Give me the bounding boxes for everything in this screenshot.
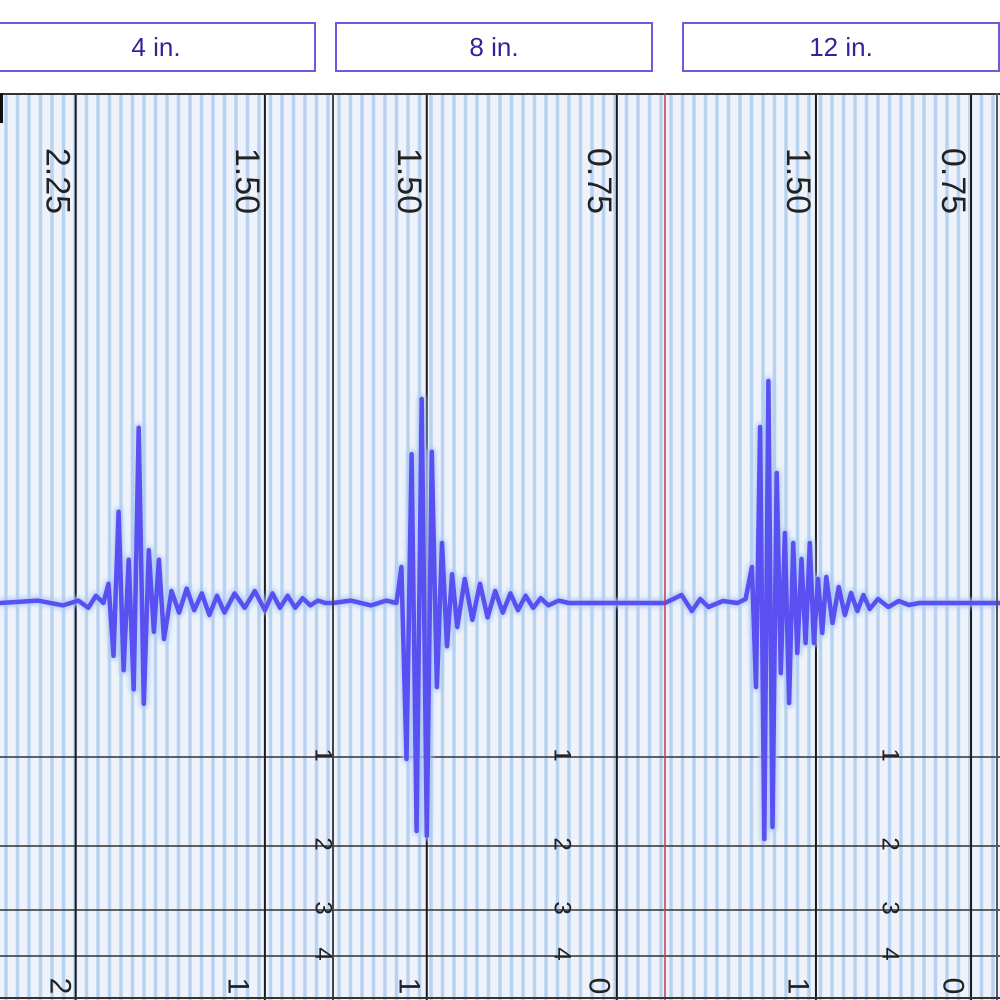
row-label: 2 <box>549 837 576 850</box>
time-tick-label: 1.50 <box>228 148 266 214</box>
row-label: 3 <box>549 901 576 914</box>
time-tick-label: 0.75 <box>934 148 972 214</box>
seismic-trace <box>662 378 1000 842</box>
bottom-label: 0 <box>582 978 615 995</box>
bottom-label: 1 <box>392 978 425 995</box>
tab-8-in[interactable]: 8 in. <box>335 22 653 72</box>
time-tick-label: 2.25 <box>39 148 77 214</box>
tab-4-in[interactable]: 4 in. <box>0 22 316 72</box>
time-tick-label: 0.75 <box>580 148 618 214</box>
seismograph-strips: 2.25 1.50 1 2 3 4 2 1 1.50 0.75 1 2 3 4 1 0 1.50 0.75 1 2 3 4… <box>0 93 1000 1000</box>
time-tick-label: 1.50 <box>390 148 428 214</box>
row-label: 2 <box>877 837 904 850</box>
row-label: 2 <box>310 837 337 850</box>
strip-panel-0: 2.25 1.50 1 2 3 4 2 1 <box>0 93 337 1000</box>
row-label: 4 <box>310 947 337 960</box>
corner-mark <box>0 93 3 123</box>
row-label: 1 <box>310 748 337 761</box>
row-label: 3 <box>310 901 337 914</box>
bottom-label: 2 <box>44 978 77 995</box>
row-label: 4 <box>549 947 576 960</box>
row-label: 1 <box>549 748 576 761</box>
strip-panel-1: 1.50 0.75 1 2 3 4 1 0 <box>330 93 668 1000</box>
bottom-label: 0 <box>937 978 970 995</box>
row-label: 3 <box>877 901 904 914</box>
tab-12-in[interactable]: 12 in. <box>682 22 1000 72</box>
row-label: 1 <box>877 748 904 761</box>
strip-panel-2: 1.50 0.75 1 2 3 4 1 0 <box>662 93 1000 1000</box>
time-tick-label: 1.50 <box>779 148 817 214</box>
bottom-label: 1 <box>222 978 255 995</box>
seismic-trace <box>330 396 668 839</box>
row-label: 4 <box>877 947 904 960</box>
seismic-trace <box>0 425 336 707</box>
bottom-label: 1 <box>781 978 814 995</box>
